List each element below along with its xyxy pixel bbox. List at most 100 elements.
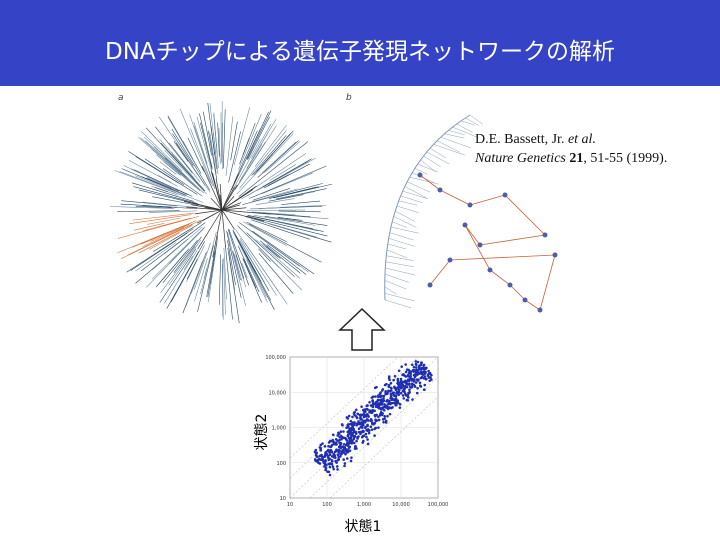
scatter-dot: [340, 450, 344, 454]
scatter-dot: [364, 425, 367, 429]
branch: [167, 117, 198, 168]
branch: [123, 165, 176, 190]
scatter-dot: [327, 470, 331, 474]
diagonal: [289, 356, 419, 479]
scatter-dot: [345, 426, 348, 430]
scatter-dot: [430, 373, 433, 377]
twig: [393, 216, 417, 228]
edge: [429, 259, 451, 286]
scatter-dot: [352, 441, 356, 445]
branch: [213, 112, 219, 169]
branch: [160, 245, 196, 294]
branch: [239, 144, 263, 182]
twig: [400, 195, 423, 204]
twig: [420, 159, 436, 173]
twig: [389, 232, 414, 241]
branch: [194, 209, 223, 215]
branch: [225, 116, 234, 176]
twig: [414, 168, 428, 175]
branch: [159, 248, 197, 303]
branch: [171, 153, 206, 192]
scatter-dot: [357, 420, 360, 423]
scatter-dot: [412, 378, 416, 381]
branch: [247, 116, 270, 160]
scatter-dot: [352, 423, 356, 427]
branch: [264, 140, 301, 174]
twig: [388, 238, 415, 247]
branch: [262, 243, 279, 258]
scatter-dot: [397, 369, 401, 373]
scatter-dot: [343, 464, 346, 468]
scatter-dot: [357, 435, 360, 438]
scatter-dot: [342, 442, 346, 446]
scatter-dot: [346, 417, 350, 420]
branch: [146, 177, 172, 189]
branch: [252, 240, 280, 268]
edge: [479, 234, 546, 246]
branch: [149, 210, 198, 213]
branch: [247, 215, 314, 230]
branch: [237, 245, 260, 293]
scatter-dot: [416, 386, 419, 390]
scatter-dot: [347, 425, 350, 429]
scatter-dot: [412, 370, 415, 373]
scatter-dot: [348, 449, 352, 452]
branch: [121, 200, 178, 207]
edge: [509, 284, 526, 301]
branch: [159, 161, 177, 175]
branch: [221, 209, 265, 222]
scatter-dot: [330, 462, 334, 466]
scatter-dot: [386, 391, 389, 395]
scatter-dot: [402, 373, 405, 376]
scatter-dot: [364, 432, 368, 436]
branch: [225, 246, 233, 320]
branch: [273, 183, 333, 199]
branch: [131, 182, 194, 202]
branch: [217, 122, 220, 157]
branch: [191, 204, 223, 211]
scatter-dot: [352, 412, 356, 415]
scatter-dot: [399, 377, 403, 381]
branch: [135, 156, 179, 184]
twig: [386, 255, 414, 261]
twig: [384, 293, 416, 302]
branch: [128, 151, 198, 195]
scatter-dot: [422, 388, 426, 391]
scatter-dot: [376, 398, 380, 402]
scatter-dot: [349, 435, 353, 439]
scatter-dot: [362, 419, 365, 423]
twig: [465, 117, 479, 126]
scatter-dot: [336, 439, 339, 442]
branch: [220, 112, 222, 163]
scatter-dot: [382, 408, 386, 412]
branch: [154, 146, 205, 194]
y-tick-label: 100,000: [265, 355, 286, 361]
branch: [243, 221, 287, 246]
scatter-dot: [366, 424, 369, 428]
x-tick-label: 1,000: [357, 502, 371, 508]
scatter-dot: [335, 461, 338, 464]
branch: [219, 183, 223, 211]
scatter-dot: [404, 375, 408, 378]
branch: [158, 116, 211, 193]
scatter-dot: [397, 388, 401, 392]
branch: [119, 171, 177, 193]
scatter-dot: [389, 394, 393, 398]
branch: [230, 121, 238, 161]
scatter-dot: [406, 378, 410, 381]
node: [537, 307, 543, 313]
scatter-dot: [406, 399, 410, 402]
scatter-dot: [323, 464, 327, 467]
branch: [186, 206, 223, 211]
scatter-dot: [326, 449, 329, 453]
scatter-dot: [384, 421, 388, 424]
scatter-dot: [330, 455, 334, 458]
branch: [133, 186, 198, 204]
y-axis-label: 状態2: [254, 414, 270, 451]
branch: [251, 218, 319, 239]
branch: [207, 102, 216, 156]
branch: [261, 172, 313, 195]
branch: [186, 245, 205, 283]
scatter-dot: [417, 378, 420, 381]
scatter-dot: [366, 404, 369, 407]
